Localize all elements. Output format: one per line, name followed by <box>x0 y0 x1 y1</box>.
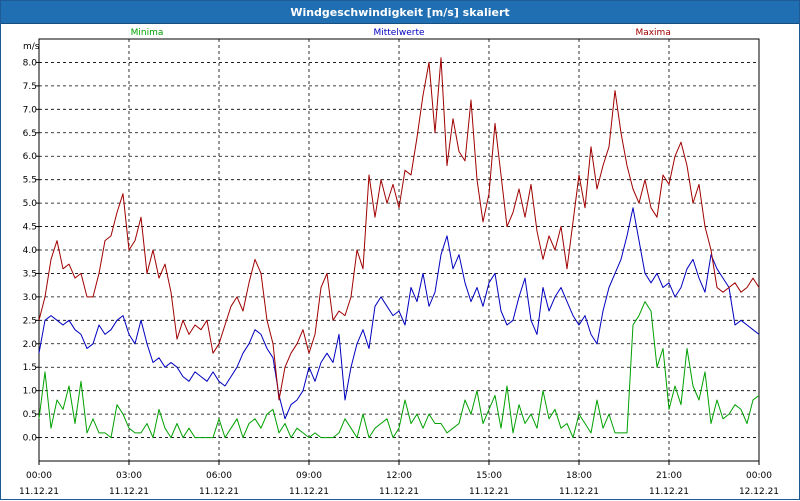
x-tick-time: 12:00 <box>386 471 412 481</box>
x-tick-time: 00:00 <box>746 471 772 481</box>
x-tick-time: 15:00 <box>476 471 502 481</box>
x-tick-time: 03:00 <box>116 471 142 481</box>
x-tick-time: 21:00 <box>656 471 682 481</box>
y-tick-label: 6.5 <box>23 129 37 139</box>
window-title: Windgeschwindigkeit [m/s] skaliert <box>1 1 799 24</box>
y-tick-label: 1.0 <box>23 387 38 397</box>
y-tick-label: 5.5 <box>23 176 37 186</box>
series-line-minima <box>38 301 760 439</box>
x-tick-time: 09:00 <box>296 471 322 481</box>
x-tick-date: 12.12.21 <box>739 487 779 497</box>
x-axis-ticks: 00:00 11.12.21 03:00 11.12.21 06:00 11.12.21 0… <box>19 461 779 497</box>
y-tick-label: 2.0 <box>23 340 38 350</box>
x-tick-time: 00:00 <box>26 471 52 481</box>
x-tick-date: 11.12.21 <box>469 487 509 497</box>
y-tick-label: 0.0 <box>23 434 38 444</box>
x-tick-date: 11.12.21 <box>379 487 419 497</box>
x-tick-date: 11.12.21 <box>19 487 59 497</box>
series-line-mittelwerte <box>38 207 760 420</box>
legend-maxima: Maxima <box>635 28 670 38</box>
series-lines <box>38 57 760 439</box>
y-tick-label: 6.0 <box>23 152 38 162</box>
x-tick-date: 11.12.21 <box>289 487 329 497</box>
x-tick-time: 06:00 <box>206 471 232 481</box>
y-tick-label: 3.0 <box>23 293 38 303</box>
y-tick-label: 0.5 <box>23 410 37 420</box>
y-tick-label: 4.0 <box>23 246 38 256</box>
y-tick-label: 1.5 <box>23 363 37 373</box>
y-axis-unit-label: m/s <box>23 42 40 52</box>
y-axis-ticks: 0.0 0.5 1.0 1.5 2.0 2.5 3.0 3.5 4.0 4.5 5.0 5.5 6.0 6… <box>23 58 39 444</box>
y-tick-label: 2.5 <box>23 316 37 326</box>
x-tick-time: 18:00 <box>566 471 592 481</box>
x-tick-date: 11.12.21 <box>199 487 239 497</box>
y-tick-label: 7.0 <box>23 105 38 115</box>
x-tick-date: 11.12.21 <box>109 487 149 497</box>
legend-minima: Minima <box>131 28 164 38</box>
y-tick-label: 7.5 <box>23 82 37 92</box>
y-tick-label: 5.0 <box>23 199 38 209</box>
y-tick-label: 4.5 <box>23 223 37 233</box>
y-tick-label: 8.0 <box>23 58 38 68</box>
series-line-maxima <box>38 57 760 401</box>
y-tick-label: 3.5 <box>23 269 37 279</box>
gridlines <box>38 38 760 462</box>
legend: Minima Mittelwerte Maxima <box>131 28 671 38</box>
x-tick-date: 11.12.21 <box>649 487 689 497</box>
legend-mittelwerte: Mittelwerte <box>373 28 424 38</box>
x-tick-date: 11.12.21 <box>559 487 599 497</box>
